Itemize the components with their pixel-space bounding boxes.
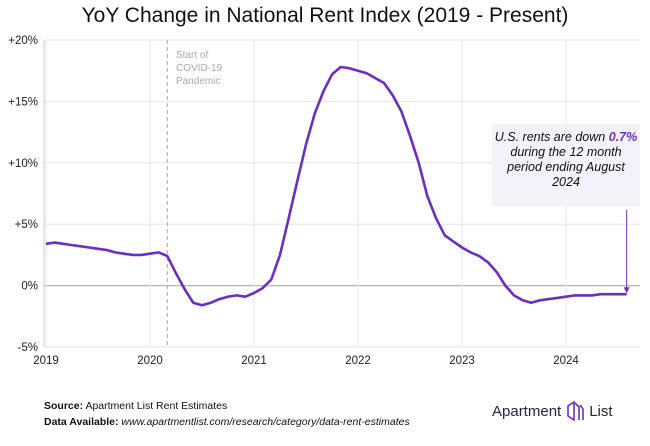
y-tick-label: +5% [15,219,38,231]
covid-annotation: Start of COVID-19 Pandemic [176,49,222,88]
arrow-head-icon [623,287,630,294]
x-tick-label: 2021 [241,355,267,367]
y-tick-label: +15% [8,96,38,108]
note-text: U.S. rents are down [494,130,609,144]
note-highlight: 0.7% [608,130,638,144]
covid-label-line: Pandemic [176,76,221,87]
y-tick-label: +20% [8,35,38,47]
note-text: during the 12 month period ending August… [507,145,625,189]
y-tick-label: +10% [8,158,38,170]
chart-title: YoY Change in National Rent Index (2019 … [81,4,569,27]
y-tick-label: -5% [18,342,38,354]
x-tick-label: 2022 [345,355,371,367]
covid-label-line: COVID-19 [176,63,223,74]
source-label: Source: [44,400,84,412]
x-tick-label: 2023 [449,355,475,367]
x-tick-label: 2019 [33,355,59,367]
latest-value-note: U.S. rents are down 0.7% during the 12 m… [492,124,640,206]
source-text: Apartment List Rent Estimates [85,400,228,412]
y-tick-label: 0% [21,281,38,293]
covid-label-line: Start of [176,50,209,61]
data-label: Data Available: [44,416,119,428]
apartment-list-logo: Apartment List [492,400,613,422]
rent-index-line [45,65,627,307]
logo-mark-icon [567,400,585,422]
data-url: www.apartmentlist.com/research/category/… [121,416,410,428]
x-tick-label: 2020 [137,355,163,367]
x-tick-label: 2024 [553,355,579,367]
source-footer: Source: Apartment List Rent Estimates Da… [44,398,410,430]
